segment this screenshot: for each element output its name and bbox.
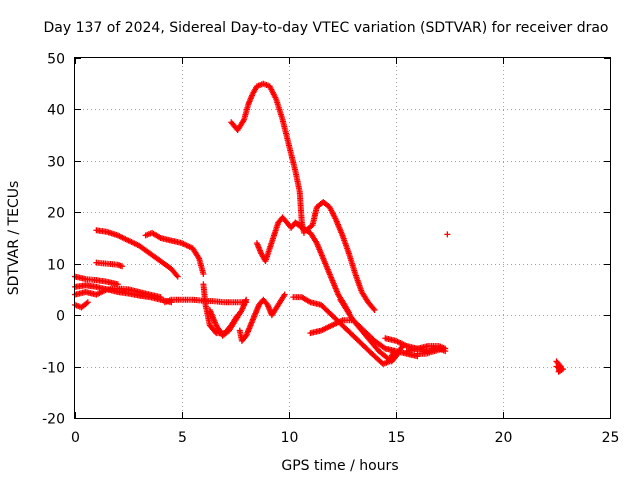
y-tick-label: -20 <box>42 412 65 428</box>
data-point <box>553 363 560 370</box>
series-trace-07 <box>142 229 207 277</box>
x-tick-label: 25 <box>602 430 620 446</box>
series-trace-11 <box>236 291 288 344</box>
series-trace-20 <box>414 345 447 357</box>
series-trace-05 <box>93 227 181 280</box>
series-trace-04 <box>72 285 164 301</box>
data-point <box>174 273 181 280</box>
series-trace-16 <box>307 317 421 360</box>
data-point <box>380 344 387 351</box>
series-trace-06 <box>93 259 126 270</box>
y-tick-label: 30 <box>47 155 65 171</box>
x-tick-label: 10 <box>281 430 299 446</box>
data-point <box>370 305 377 312</box>
data-points <box>72 80 566 375</box>
data-point <box>200 271 207 277</box>
x-tick-label: 15 <box>388 430 406 446</box>
series-trace-21 <box>444 231 451 238</box>
series-trace-19 <box>403 343 449 355</box>
data-point <box>444 231 451 238</box>
data-point <box>173 272 180 279</box>
series-trace-17 <box>337 296 406 365</box>
data-point <box>119 263 126 270</box>
y-tick-label: 50 <box>47 52 65 68</box>
y-tick-label: 20 <box>47 206 65 222</box>
series-trace-10 <box>206 296 250 339</box>
x-axis-label: GPS time / hours <box>281 458 398 474</box>
y-tick-label: 0 <box>56 309 65 325</box>
series-trace-13 <box>253 199 378 313</box>
x-tick-label: 20 <box>495 430 513 446</box>
data-point <box>157 294 164 301</box>
y-axis-label: SDTVAR / TECUs <box>6 181 22 296</box>
series-trace-12 <box>228 80 307 236</box>
data-point <box>83 300 90 307</box>
series-trace-02 <box>72 273 121 288</box>
axis-ticks: 0 5 10 15 20 25 -20 -10 0 10 20 30 40 50 <box>42 52 619 447</box>
y-tick-label: 40 <box>47 103 65 119</box>
series-trace-22 <box>553 358 566 375</box>
y-tick-label: 10 <box>47 258 65 274</box>
x-tick-label: 0 <box>71 430 80 446</box>
data-point <box>371 307 378 313</box>
chart-title: Day 137 of 2024, Sidereal Day-to-day VTE… <box>43 20 608 36</box>
grid <box>75 58 610 418</box>
x-tick-label: 5 <box>178 430 187 446</box>
data-point <box>281 291 288 298</box>
y-tick-label: -10 <box>42 361 65 377</box>
data-point <box>243 296 250 303</box>
plot-frame <box>74 57 611 419</box>
data-point <box>84 299 91 306</box>
data-point <box>440 345 447 352</box>
